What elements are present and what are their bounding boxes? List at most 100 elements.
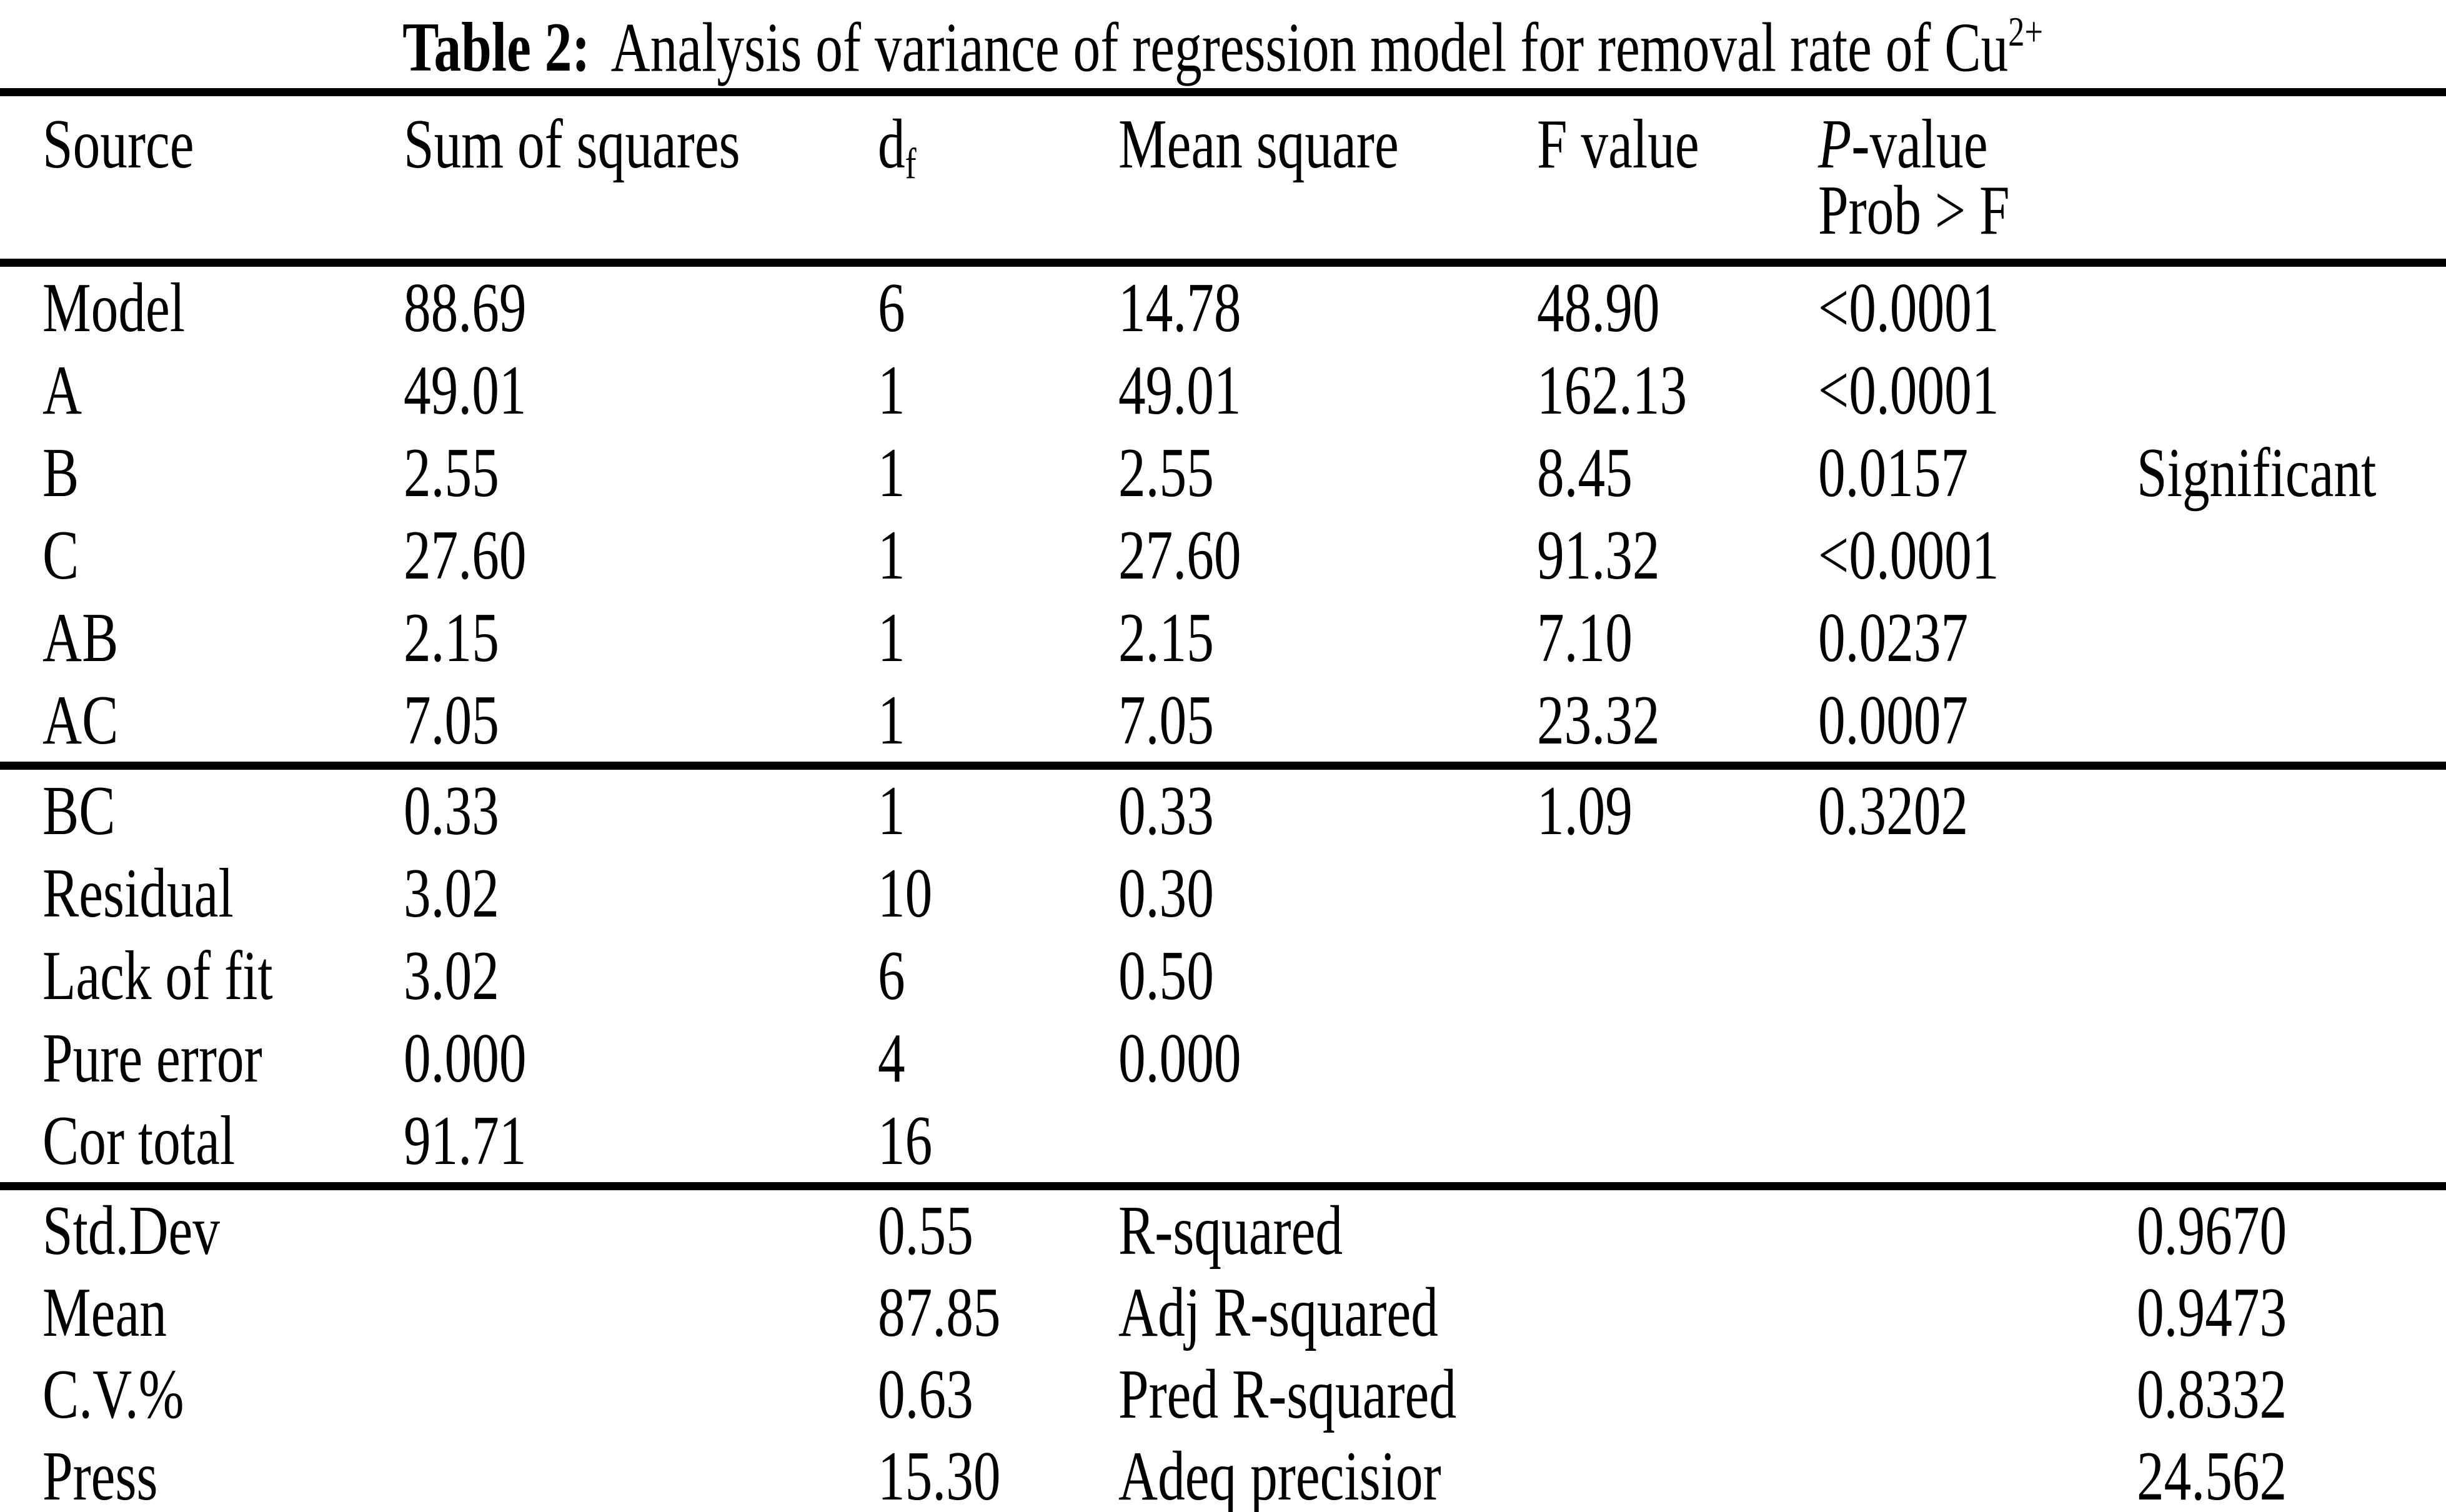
- cell-df: 1: [878, 434, 905, 512]
- table-row-ac: AC 7.05 1 7.05 23.32 0.0007: [0, 679, 2446, 762]
- table-caption: Table 2: Analysis of variance of regressi…: [0, 0, 2446, 88]
- cell-p-value: 0.0007: [1818, 681, 1969, 759]
- cell-sum-of-squares: 27.60: [404, 516, 527, 594]
- summary-value-2: 24.562: [2137, 1438, 2287, 1512]
- cell-df: 6: [878, 937, 905, 1015]
- cell-p-value: <0.0001: [1818, 351, 1999, 429]
- cell-p-value: 0.0237: [1818, 599, 1969, 677]
- table-row-c: C 27.60 1 27.60 91.32 <0.0001: [0, 514, 2446, 597]
- summary-value-2: 0.9473: [2137, 1274, 2287, 1351]
- summary-row-cv: C.V.% 0.63 Pred R-squared 0.8332: [0, 1354, 2446, 1436]
- table-number-label: Table 2:: [402, 9, 590, 86]
- cell-sum-of-squares: 0.33: [404, 772, 499, 850]
- header-mean-square: Mean square: [1118, 106, 1399, 183]
- cell-sum-of-squares: 49.01: [404, 351, 527, 429]
- cell-mean-square: 2.15: [1118, 599, 1214, 677]
- cell-df: 1: [878, 599, 905, 677]
- cell-df: 1: [878, 681, 905, 759]
- cell-p-value: 0.0157: [1818, 434, 1969, 512]
- table-row-b: B 2.55 1 2.55 8.45 0.0157 Significant: [0, 432, 2446, 514]
- summary-section: Std.Dev 0.55 R-squared 0.9670 Mean 87.85…: [0, 1190, 2446, 1512]
- cell-sum-of-squares: 88.69: [404, 269, 527, 347]
- summary-label: Mean: [42, 1274, 167, 1351]
- header-p-value: P-value Prob > F: [1818, 109, 2067, 249]
- table-row-ab: AB 2.15 1 2.15 7.10 0.0237: [0, 597, 2446, 679]
- cell-sum-of-squares: 7.05: [404, 681, 499, 759]
- cell-f-value: 23.32: [1537, 681, 1660, 759]
- horizontal-rule-above-summary: [0, 1182, 2446, 1190]
- cell-p-value: 0.3202: [1818, 772, 1969, 850]
- cell-df: 1: [878, 772, 905, 850]
- summary-label: C.V.%: [42, 1356, 184, 1433]
- cell-f-value: 91.32: [1537, 516, 1660, 594]
- table-row-bc: BC 0.33 1 0.33 1.09 0.3202: [0, 770, 2446, 852]
- header-p-value-line1: P-value: [1818, 109, 2067, 179]
- cell-note: Significant: [2137, 434, 2377, 512]
- cell-f-value: 1.09: [1537, 772, 1633, 850]
- header-df: df: [878, 109, 1065, 197]
- table-row-a: A 49.01 1 49.01 162.13 <0.0001: [0, 349, 2446, 432]
- cell-mean-square: 0.50: [1118, 937, 1214, 1015]
- table-caption-text: Table 2: Analysis of variance of regressi…: [403, 7, 2044, 88]
- summary-row-mean: Mean 87.85 Adj R-squared 0.9473: [0, 1272, 2446, 1354]
- summary-label-2: R-squared: [1118, 1192, 1343, 1270]
- summary-label-2: Adeq precisior: [1118, 1438, 1441, 1512]
- summary-value: 15.30: [878, 1438, 1001, 1512]
- summary-label-2: Pred R-squared: [1118, 1356, 1457, 1433]
- cell-source: Lack of fit: [42, 937, 273, 1015]
- cell-sum-of-squares: 2.15: [404, 599, 499, 677]
- cell-f-value: 48.90: [1537, 269, 1660, 347]
- cell-mean-square: 14.78: [1118, 269, 1241, 347]
- cell-f-value: 7.10: [1537, 599, 1633, 677]
- summary-value: 0.63: [878, 1356, 973, 1433]
- cell-f-value: 8.45: [1537, 434, 1633, 512]
- summary-row-press: Press 15.30 Adeq precisior 24.562: [0, 1436, 2446, 1512]
- cell-source: AC: [42, 681, 119, 759]
- summary-value: 87.85: [878, 1274, 1001, 1351]
- cell-source: C: [42, 516, 79, 594]
- cell-mean-square: 0.33: [1118, 772, 1214, 850]
- cell-df: 1: [878, 351, 905, 429]
- cell-df: 6: [878, 269, 905, 347]
- cell-source: B: [42, 434, 79, 512]
- cell-mean-square: 0.30: [1118, 854, 1214, 932]
- header-p-italic: P: [1818, 106, 1852, 183]
- cell-source: Pure error: [42, 1019, 262, 1097]
- cell-sum-of-squares: 3.02: [404, 854, 499, 932]
- cell-df: 1: [878, 516, 905, 594]
- cell-p-value: <0.0001: [1818, 269, 1999, 347]
- cell-sum-of-squares: 0.000: [404, 1019, 527, 1097]
- summary-value: 0.55: [878, 1192, 973, 1270]
- cell-source: BC: [42, 772, 116, 850]
- caption-superscript: 2+: [2008, 7, 2044, 55]
- caption-body: Analysis of variance of regression model…: [610, 9, 2009, 86]
- cell-p-value: <0.0001: [1818, 516, 1999, 594]
- cell-f-value: 162.13: [1537, 351, 1688, 429]
- table-row-cor-total: Cor total 91.71 16: [0, 1100, 2446, 1182]
- table-header-row: Source Sum of squares df Mean square F v…: [0, 96, 2446, 259]
- cell-df: 4: [878, 1019, 905, 1097]
- cell-source: Cor total: [42, 1102, 236, 1180]
- table-row-residual: Residual 3.02 10 0.30: [0, 852, 2446, 935]
- summary-value-2: 0.8332: [2137, 1356, 2287, 1433]
- table-row-pure-error: Pure error 0.000 4 0.000: [0, 1017, 2446, 1100]
- header-f-value: F value: [1537, 106, 1699, 183]
- horizontal-rule-below-header: [0, 259, 2446, 267]
- table-row-model: Model 88.69 6 14.78 48.90 <0.0001: [0, 267, 2446, 349]
- header-p-value-line2: Prob > F: [1818, 172, 2010, 249]
- summary-label: Std.Dev: [42, 1192, 220, 1270]
- cell-df: 10: [878, 854, 933, 932]
- summary-row-std-dev: Std.Dev 0.55 R-squared 0.9670: [0, 1190, 2446, 1272]
- header-df-subscript: f: [905, 140, 917, 189]
- summary-label-2: Adj R-squared: [1118, 1274, 1438, 1351]
- cell-mean-square: 27.60: [1118, 516, 1241, 594]
- cell-sum-of-squares: 91.71: [404, 1102, 527, 1180]
- table-row-lack-of-fit: Lack of fit 3.02 6 0.50: [0, 935, 2446, 1017]
- cell-mean-square: 0.000: [1118, 1019, 1241, 1097]
- cell-mean-square: 49.01: [1118, 351, 1241, 429]
- cell-sum-of-squares: 2.55: [404, 434, 499, 512]
- header-source: Source: [42, 106, 194, 183]
- cell-source: Residual: [42, 854, 234, 932]
- cell-source: A: [42, 351, 82, 429]
